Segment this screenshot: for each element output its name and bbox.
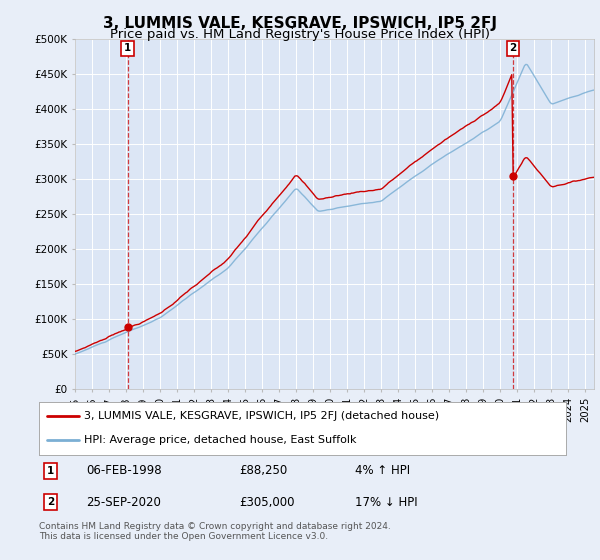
Text: Contains HM Land Registry data © Crown copyright and database right 2024.
This d: Contains HM Land Registry data © Crown c… (39, 522, 391, 542)
Text: 17% ↓ HPI: 17% ↓ HPI (355, 496, 418, 508)
Text: 25-SEP-2020: 25-SEP-2020 (86, 496, 161, 508)
Text: 2: 2 (509, 43, 517, 53)
Text: 3, LUMMIS VALE, KESGRAVE, IPSWICH, IP5 2FJ (detached house): 3, LUMMIS VALE, KESGRAVE, IPSWICH, IP5 2… (84, 411, 439, 421)
Text: 1: 1 (47, 466, 54, 476)
Text: £88,250: £88,250 (239, 464, 287, 478)
Text: 1: 1 (124, 43, 131, 53)
Text: 06-FEB-1998: 06-FEB-1998 (86, 464, 162, 478)
Text: 3, LUMMIS VALE, KESGRAVE, IPSWICH, IP5 2FJ: 3, LUMMIS VALE, KESGRAVE, IPSWICH, IP5 2… (103, 16, 497, 31)
Text: 2: 2 (47, 497, 54, 507)
Text: £305,000: £305,000 (239, 496, 295, 508)
Text: HPI: Average price, detached house, East Suffolk: HPI: Average price, detached house, East… (84, 435, 356, 445)
Text: 4% ↑ HPI: 4% ↑ HPI (355, 464, 410, 478)
Text: Price paid vs. HM Land Registry's House Price Index (HPI): Price paid vs. HM Land Registry's House … (110, 28, 490, 41)
